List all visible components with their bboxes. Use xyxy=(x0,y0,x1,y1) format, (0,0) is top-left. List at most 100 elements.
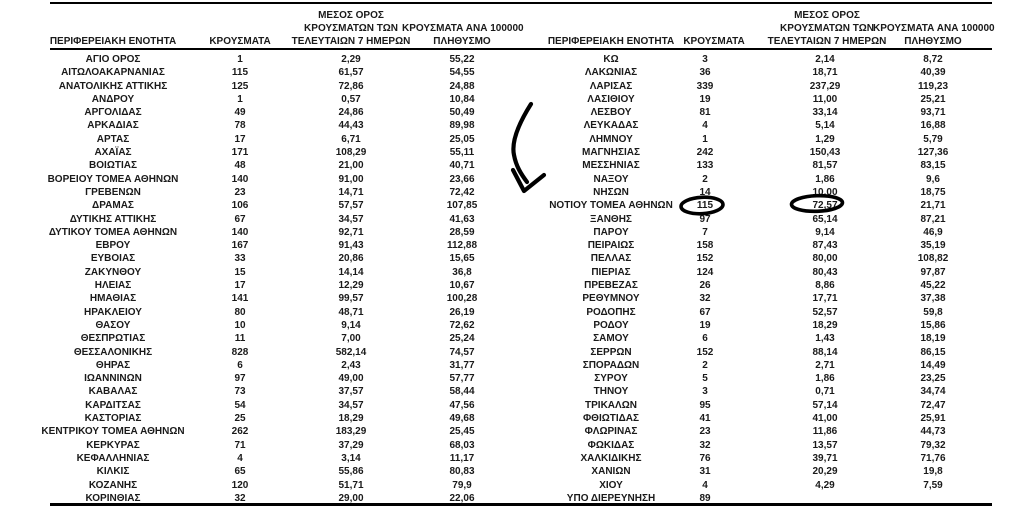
table-cell: 5,14 xyxy=(815,120,835,132)
table-cell: 1,86 xyxy=(815,173,835,185)
table-cell: 45,22 xyxy=(920,280,946,292)
table-cell: 44,73 xyxy=(920,426,946,438)
table-cell: 25,24 xyxy=(449,333,475,345)
table-cell: ΠΕΙΡΑΙΩΣ xyxy=(587,240,635,252)
table-cell: 72,86 xyxy=(338,80,364,92)
header-avg7-line1: ΜΕΣΟΣ ΟΡΟΣ xyxy=(318,10,384,21)
table-cell: 4 xyxy=(702,479,708,491)
table-cell: ΑΙΤΩΛΟΑΚΑΡΝΑΝΙΑΣ xyxy=(61,67,165,79)
table-cell: 25,21 xyxy=(920,93,946,105)
table-cell: 18,19 xyxy=(920,333,946,345)
table-cell: 32 xyxy=(699,439,711,451)
table-cell: ΠΕΛΛΑΣ xyxy=(590,253,632,265)
table-cell: 4 xyxy=(237,452,243,464)
left-table-per100k-column: 55,22 54,55 24,88 10,84 50,49 89,98 25,05 55,11… xyxy=(402,53,522,505)
table-cell: 55,86 xyxy=(338,466,364,478)
table-cell: 152 xyxy=(696,346,714,358)
table-cell: 72,47 xyxy=(920,399,946,411)
table-cell: 10 xyxy=(234,319,246,331)
table-cell: ΔΡΑΜΑΣ xyxy=(92,200,134,212)
table-cell: 25,05 xyxy=(449,133,475,145)
table-cell: ΕΥΒΟΙΑΣ xyxy=(90,253,136,265)
table-cell: 87,43 xyxy=(812,240,838,252)
table-cell: 92,71 xyxy=(338,226,364,238)
table-cell: 21,00 xyxy=(338,160,364,172)
table-cell: 34,74 xyxy=(920,386,946,398)
left-table-avg7-column: 2,29 61,57 72,86 0,57 24,86 44,43 6,71 108,29 21… xyxy=(291,53,411,505)
table-cell: 72,57 xyxy=(812,200,838,212)
table-cell: 20,86 xyxy=(338,253,364,265)
table-cell: 17,71 xyxy=(812,293,838,305)
table-cell: ΘΗΡΑΣ xyxy=(95,359,131,371)
table-cell: 80,43 xyxy=(812,266,838,278)
table-cell: ΑΧΑΪΑΣ xyxy=(94,147,132,159)
table-cell: 152 xyxy=(696,253,714,265)
table-cell: 13,57 xyxy=(812,439,838,451)
table-cell: 41,63 xyxy=(449,213,475,225)
table-cell: 115 xyxy=(231,67,249,79)
table-cell: 81 xyxy=(699,107,711,119)
table-cell: ΑΡΚΑΔΙΑΣ xyxy=(87,120,139,132)
table-cell: ΚΟΖΑΝΗΣ xyxy=(88,479,138,491)
table-cell: 6 xyxy=(237,359,243,371)
table-cell: 36,8 xyxy=(452,266,472,278)
table-cell: 46,9 xyxy=(923,226,943,238)
table-cell: 3 xyxy=(702,386,708,398)
table-cell: 10,00 xyxy=(812,186,838,198)
table-top-border xyxy=(50,2,992,4)
table-cell: 4 xyxy=(702,120,708,132)
header-per100k-line1: ΚΡΟΥΣΜΑΤΑ ΑΝΑ 100000 xyxy=(873,23,995,34)
left-table-region-column: ΑΓΙΟ ΟΡΟΣ ΑΙΤΩΛΟΑΚΑΡΝΑΝΙΑΣ ΑΝΑΤΟΛΙΚΗΣ ΑΤΤΙ… xyxy=(23,53,203,505)
table-cell: ΦΩΚΙΔΑΣ xyxy=(587,439,635,451)
header-per100k-line1: ΚΡΟΥΣΜΑΤΑ ΑΝΑ 100000 xyxy=(402,23,524,34)
table-cell: 108,82 xyxy=(917,253,949,265)
table-cell: ΧΑΛΚΙΔΙΚΗΣ xyxy=(580,452,642,464)
table-cell: 71 xyxy=(234,439,246,451)
table-cell: ΚΙΛΚΙΣ xyxy=(96,466,130,478)
table-cell: ΣΥΡΟΥ xyxy=(594,373,628,385)
table-cell: ΚΑΣΤΟΡΙΑΣ xyxy=(84,413,142,425)
table-cell: 79,32 xyxy=(920,439,946,451)
table-cell: 33,14 xyxy=(812,107,838,119)
table-cell: 15 xyxy=(234,266,246,278)
header-region-label: ΠΕΡΙΦΕΡΕΙΑΚΗ ΕΝΟΤΗΤΑ xyxy=(547,36,675,47)
table-cell: 0,57 xyxy=(341,93,361,105)
table-cell: 124 xyxy=(696,266,714,278)
table-cell: 55,22 xyxy=(449,54,475,65)
table-cell: 107,85 xyxy=(446,200,478,212)
table-cell: 89,98 xyxy=(449,120,475,132)
table-cell: 50,49 xyxy=(449,107,475,119)
table-cell: 59,8 xyxy=(923,306,943,318)
table-cell: 108,29 xyxy=(335,147,367,159)
table-cell: 91,00 xyxy=(338,173,364,185)
table-cell: ΚΟΡΙΝΘΙΑΣ xyxy=(85,492,141,504)
table-cell: ΑΝΔΡΟΥ xyxy=(91,93,135,105)
table-cell: ΚΑΒΑΛΑΣ xyxy=(88,386,138,398)
table-cell: 120 xyxy=(231,479,249,491)
table-cell: 41,00 xyxy=(812,413,838,425)
table-cell: 65 xyxy=(234,466,246,478)
table-cell: 1 xyxy=(237,93,243,105)
table-cell: 828 xyxy=(231,346,249,358)
left-table-cases-column: 1 115 125 1 49 78 17 171 48 140 23 106 67 140 167 33 15 1… xyxy=(190,53,290,505)
right-table-cases-column: 3 36 339 19 81 4 1 242 133 2 14 115 97 7 158 152 124 26 32… xyxy=(655,53,755,505)
table-cell: 2,43 xyxy=(341,359,361,371)
table-cell: 72,62 xyxy=(449,319,475,331)
table-cell: 18,75 xyxy=(920,186,946,198)
table-cell: 141 xyxy=(231,293,249,305)
table-cell: 35,19 xyxy=(920,240,946,252)
table-cell: 88,14 xyxy=(812,346,838,358)
table-cell: 125 xyxy=(231,80,249,92)
table-cell: 28,59 xyxy=(449,226,475,238)
table-cell: 33 xyxy=(234,253,246,265)
table-cell: 9,14 xyxy=(815,226,835,238)
table-cell: 17 xyxy=(234,133,246,145)
table-cell: 36 xyxy=(699,67,711,79)
table-cell: 79,9 xyxy=(452,479,472,491)
right-table-avg7-column: 2,14 18,71 237,29 11,00 33,14 5,14 1,29 150,43 8… xyxy=(763,53,887,505)
left-column-header-avg7: ΜΕΣΟΣ ΟΡΟΣ ΚΡΟΥΣΜΑΤΩΝ ΤΩΝ ΤΕΛΕΥΤΑΙΩΝ 7 Η… xyxy=(291,9,411,48)
table-cell: 97 xyxy=(234,373,246,385)
table-cell: 7,00 xyxy=(341,333,361,345)
table-cell: 18,29 xyxy=(812,319,838,331)
